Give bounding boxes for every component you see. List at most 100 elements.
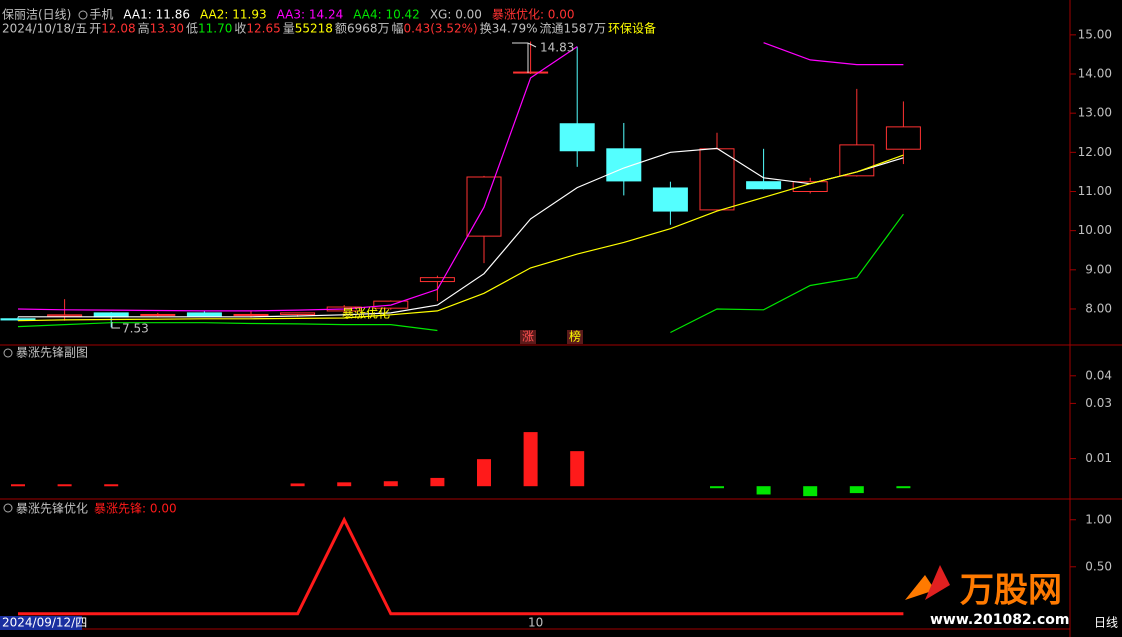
candle-body [792,181,828,192]
candle-body [233,313,269,316]
header-text: 55218 [295,22,333,36]
x-tick-label: 10 [528,616,543,630]
candle-body [559,123,595,152]
candle-body [280,312,316,315]
bar [803,486,818,497]
bar [523,432,538,487]
logo-icon [905,575,935,600]
annotation: 暴涨优化 [342,306,390,321]
bar [896,486,911,489]
y-tick-label: 13.00 [1078,106,1112,120]
annotation-pointer [111,322,120,329]
bar [104,484,119,487]
y-tick-label: 0.01 [1085,451,1112,465]
candle-body [186,312,222,317]
panel-title: 暴涨先锋副图 [16,345,88,360]
y-tick-label: 0.03 [1085,396,1112,410]
header-text: XG: 0.00 [430,8,482,22]
y-tick-label: 15.00 [1078,27,1112,41]
header-text: 环保设备 [608,22,656,36]
y-tick-label: 0.50 [1085,559,1112,573]
header-text: AA4: 10.42 [353,8,420,22]
candle-body [652,187,688,212]
header-text: 0.43(3.52%) [404,22,478,36]
y-tick-label: 10.00 [1078,223,1112,237]
panel-icon[interactable] [78,10,88,20]
panel-title: 暴涨先锋优化 [16,501,88,516]
header-text: 开 [89,22,101,36]
header-text: 2024/10/18/五 [2,22,87,36]
header-text: 手机 [89,8,113,22]
header-text: 13.30 [150,22,184,36]
ma-line [17,154,904,322]
header-text: AA1: 11.86 [123,8,190,22]
annotation-box [520,330,536,344]
legend: 暴涨先锋: 0.00 [94,501,177,516]
header-text: 量 [283,22,295,36]
candle-body [513,71,549,74]
bar [477,459,491,487]
header-text: 低 [186,22,198,36]
bar [570,451,585,487]
logo-url: www.201082.com [930,612,1070,628]
logo-name: 万股网 [960,571,1062,611]
ma-line [18,147,904,318]
candle-body [885,126,921,150]
signal-line [18,516,904,616]
candle-body [47,314,83,317]
header-text: AA2: 11.93 [200,8,267,22]
y-tick-label: 11.00 [1078,184,1112,198]
header-text: 高 [138,21,150,36]
bar [290,483,305,487]
y-tick-label: 12.00 [1078,145,1112,159]
candle-body [746,181,782,190]
header-text: 12.08 [101,22,135,36]
ma-line [17,42,904,312]
header-text: 1587万 [564,22,607,36]
panel-icon[interactable] [3,348,13,358]
candle-body [0,318,36,321]
date-box [0,616,82,630]
header-text: 幅 [391,21,403,36]
bar [57,484,72,487]
y-tick-label: 1.00 [1085,512,1112,526]
header-text: 换 [480,22,492,36]
header-text: 6968万 [347,22,390,36]
header-text: 流通 [539,22,563,36]
header-text: 额 [335,22,347,36]
y-tick-label: 0.04 [1085,368,1112,382]
header-text: 12.65 [246,22,280,36]
y-tick-label: 9.00 [1085,262,1112,276]
bar [849,486,864,494]
period: 日线 [1094,616,1118,630]
bar [337,482,352,487]
annotation: 7.53 [122,322,149,336]
bar [430,477,445,487]
bar [11,484,25,487]
ma-line [17,213,904,334]
y-tick-label: 14.00 [1078,67,1112,81]
bar [756,486,771,495]
start-date: 2024/09/12/四 [2,616,87,630]
header-text: 34.79% [492,22,538,36]
annotation-pointer [512,42,537,73]
candle-body [140,313,176,316]
candle-body [839,144,875,177]
logo-icon [925,565,950,600]
y-tick-label: 8.00 [1085,301,1112,315]
header-text: 收 [234,22,246,36]
header-text: 保丽洁(日线) [2,8,71,22]
annotation-box [567,330,583,344]
candle-body [419,277,455,283]
header-text: 暴涨优化: 0.00 [492,7,575,22]
annotation: 涨 [522,329,534,344]
candle-body [606,148,642,182]
candle-body [699,148,735,211]
header-text: AA3: 14.24 [277,8,344,22]
panel-icon[interactable] [3,503,13,513]
bar [383,481,398,487]
header-text: 11.70 [198,22,232,36]
annotation: 14.83 [540,41,574,55]
